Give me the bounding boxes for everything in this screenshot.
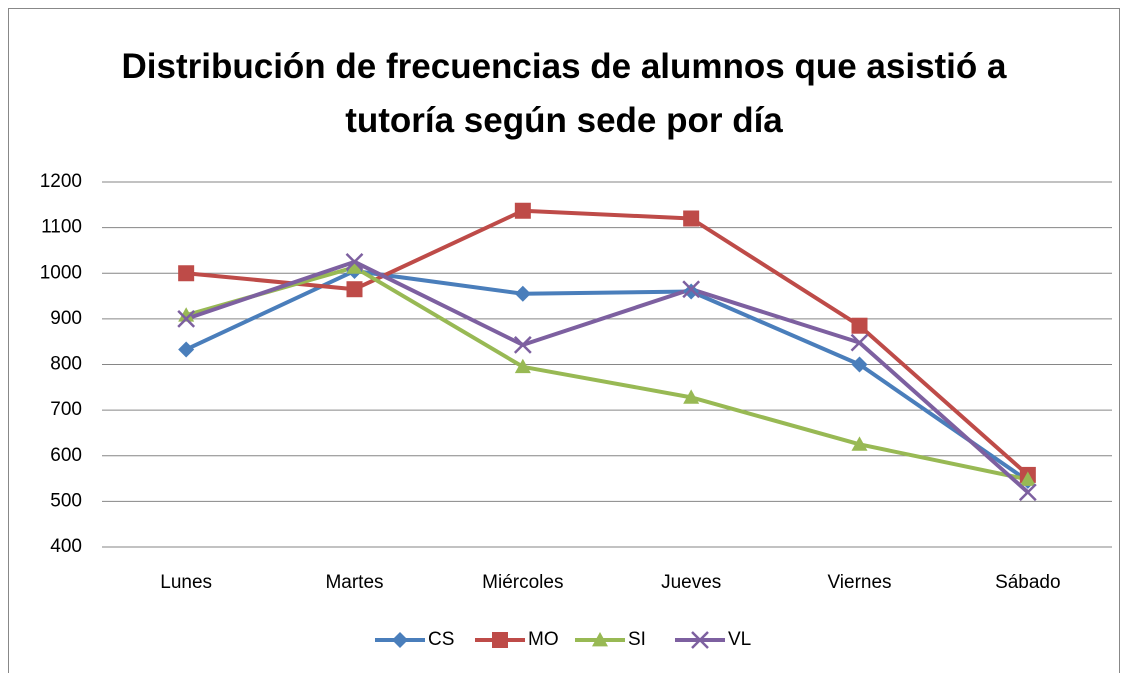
legend-label: CS [428, 629, 454, 650]
data-point [514, 202, 531, 219]
data-point [346, 281, 363, 298]
series-line [185, 268, 1029, 483]
legend-marker-stroke [691, 631, 709, 649]
legend-marker [592, 632, 608, 647]
chart-frame [8, 8, 1120, 673]
y-tick-label: 1200 [40, 171, 82, 192]
data-point [683, 283, 700, 300]
series-line [185, 265, 1029, 482]
data-point [851, 436, 868, 451]
y-tick-label: 1000 [40, 262, 82, 283]
x-tick-label: Martes [325, 572, 383, 593]
data-point [178, 341, 195, 358]
y-tick-label: 900 [50, 308, 82, 329]
y-tick-label: 400 [50, 536, 82, 557]
data-point [851, 356, 868, 373]
legend-label: VL [728, 629, 751, 650]
y-tick-label: 800 [50, 354, 82, 375]
legend-label: MO [528, 629, 559, 650]
data-point [1019, 471, 1036, 486]
legend-marker [392, 632, 408, 648]
series-line [185, 259, 1030, 494]
data-point-stroke [177, 309, 196, 328]
x-tick-label: Viernes [827, 572, 891, 593]
series-line [185, 208, 1030, 477]
data-point-stroke [682, 280, 701, 299]
x-tick-label: Lunes [160, 572, 212, 593]
data-point-stroke [345, 252, 364, 271]
legend-marker [691, 631, 709, 649]
data-point [851, 317, 868, 334]
data-point [345, 252, 364, 271]
y-tick-label: 700 [50, 399, 82, 420]
x-tick-label: Sábado [995, 572, 1061, 593]
data-point [513, 335, 532, 354]
data-point [178, 265, 195, 282]
data-point [1018, 483, 1037, 502]
x-tick-label: Miércoles [482, 572, 563, 593]
data-point [850, 333, 869, 352]
data-point [346, 259, 363, 274]
data-point [177, 309, 196, 328]
y-tick-label: 1100 [41, 217, 82, 238]
data-point [514, 358, 531, 374]
x-tick-label: Jueves [661, 572, 721, 593]
data-point [683, 210, 700, 227]
legend-marker [492, 632, 508, 648]
data-point-stroke [850, 333, 869, 352]
legend-label: SI [628, 629, 646, 650]
data-point [178, 307, 195, 322]
chart-title: Distribución de frecuencias de alumnos q… [121, 47, 1007, 140]
data-point-stroke [513, 335, 532, 354]
data-point [682, 280, 701, 299]
data-point-stroke [1018, 483, 1037, 502]
data-point [683, 389, 700, 404]
y-tick-label: 600 [50, 445, 82, 466]
y-tick-label: 500 [50, 490, 82, 511]
data-point [514, 285, 531, 302]
